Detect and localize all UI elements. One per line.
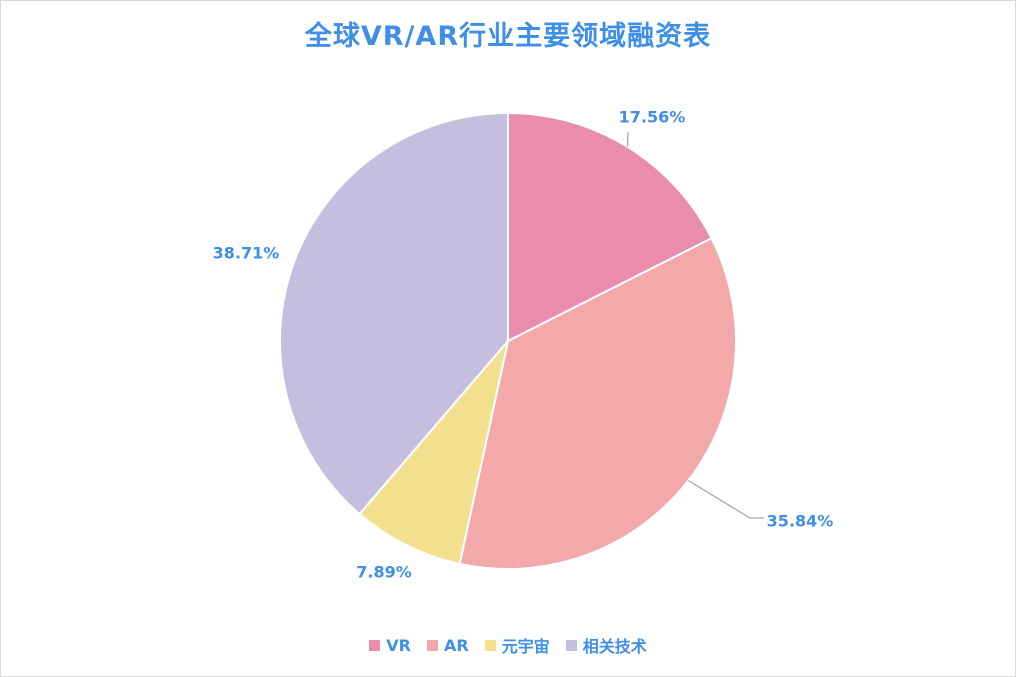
pie-slice-3 (358, 340, 509, 566)
data-label-1: 17.56% (619, 108, 686, 127)
legend-swatch (565, 639, 577, 651)
leader-line-1 (626, 131, 629, 147)
legend-label: VR (386, 635, 411, 655)
legend-label: 相关技术 (582, 637, 647, 656)
legend-label: AR (443, 635, 469, 655)
pie-slice-1 (507, 111, 713, 343)
leader-line-2 (687, 479, 764, 519)
pie-slice-4 (279, 111, 509, 516)
legend-item-2: AR (426, 633, 469, 657)
legend-swatch (426, 639, 438, 651)
legend: VR AR 元宇宙 相关技术 (0, 633, 1016, 657)
data-label-4: 38.71% (213, 244, 280, 263)
data-label-2: 35.84% (767, 512, 834, 531)
legend-swatch (369, 639, 381, 651)
chart-title: 全球VR/AR行业主要领域融资表 (304, 21, 712, 52)
legend-item-4: 相关技术 (565, 633, 647, 657)
legend-swatch (484, 639, 496, 651)
data-label-3: 7.89% (356, 563, 412, 582)
legend-item-1: VR (369, 633, 411, 657)
legend-item-3: 元宇宙 (484, 633, 550, 657)
pie-slice-2 (458, 236, 737, 570)
legend-label: 元宇宙 (501, 637, 550, 656)
